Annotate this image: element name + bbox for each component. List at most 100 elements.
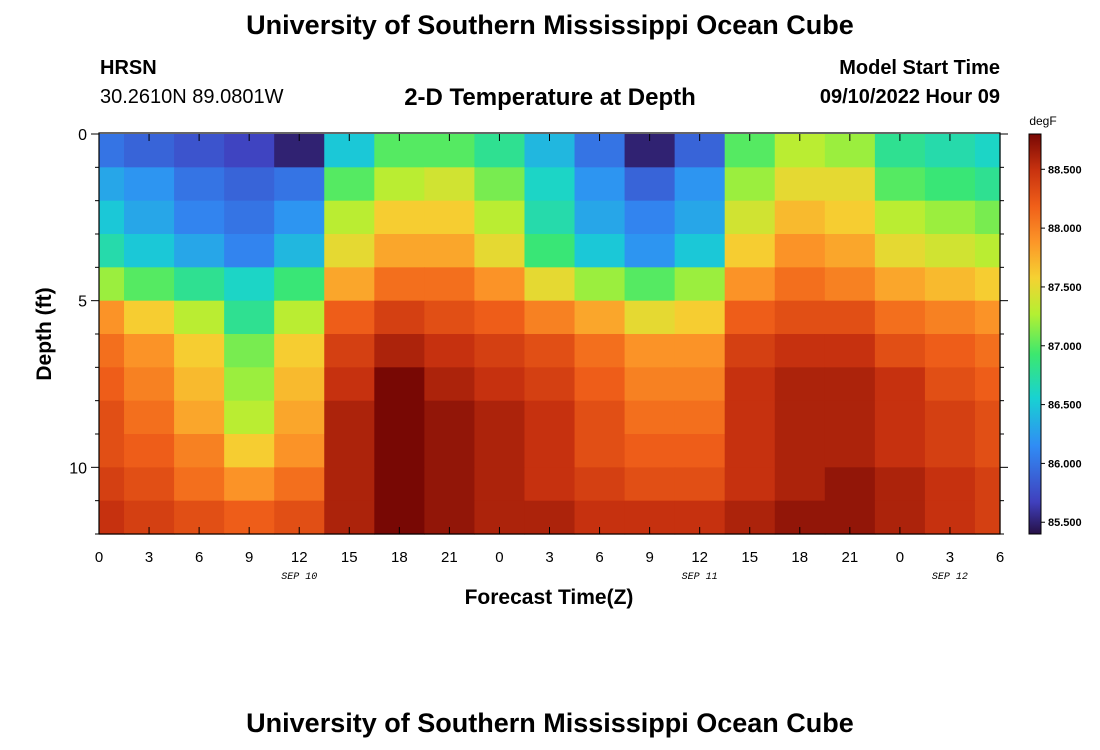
heatmap-cell — [674, 434, 726, 468]
heatmap-cell — [824, 434, 876, 468]
heatmap-cell — [424, 234, 476, 268]
x-tick-label: 3 — [145, 549, 153, 566]
x-tick-label: 6 — [996, 549, 1004, 566]
heatmap-cell — [574, 367, 626, 402]
heatmap-cell — [524, 267, 576, 302]
heatmap-cell — [99, 367, 125, 402]
colorbar-tick-label: 86.500 — [1048, 400, 1082, 412]
heatmap-cell — [124, 434, 175, 468]
station-coordinates: 30.2610N 89.0801W — [100, 86, 284, 108]
heatmap-cell — [824, 200, 876, 235]
heatmap-cell — [424, 367, 476, 402]
heatmap-cell — [324, 400, 375, 435]
heatmap-cell — [424, 300, 476, 335]
x-axis-label: Forecast Time(Z) — [465, 586, 634, 609]
heatmap-cell — [524, 367, 576, 402]
heatmap-cell — [674, 400, 726, 435]
heatmap-cell — [624, 334, 676, 368]
heatmap-cell — [874, 267, 926, 302]
heatmap-cell — [774, 400, 826, 435]
heatmap-cell — [374, 400, 425, 435]
heatmap-cell — [474, 334, 526, 368]
y-tick-label: 5 — [78, 294, 87, 311]
heatmap-cell — [724, 467, 776, 502]
heatmap-cell — [724, 300, 776, 335]
heatmap-cell — [174, 200, 225, 235]
heatmap-cell — [974, 134, 1001, 168]
heatmap-cell — [774, 267, 826, 302]
heatmap-cell — [224, 234, 275, 268]
heatmap-cell — [724, 367, 776, 402]
heatmap-cell — [824, 234, 876, 268]
heatmap-cell — [724, 334, 776, 368]
heatmap-cell — [524, 167, 576, 202]
heatmap-cell — [224, 367, 275, 402]
heatmap-cell — [524, 300, 576, 335]
heatmap-cell — [124, 200, 175, 235]
heatmap-cell — [124, 267, 175, 302]
heatmap-cell — [774, 467, 826, 502]
footer-title: University of Southern Mississippi Ocean… — [246, 708, 854, 738]
heatmap-cell — [124, 334, 175, 368]
heatmap-cell — [824, 400, 876, 435]
heatmap-cell — [524, 434, 576, 468]
date-label: SEP 11 — [682, 572, 718, 583]
heatmap-cell — [324, 267, 375, 302]
page-title: University of Southern Mississippi Ocean… — [246, 10, 854, 40]
heatmap-cell — [274, 167, 325, 202]
heatmap-cell — [99, 334, 125, 368]
heatmap-cell — [974, 334, 1001, 368]
heatmap-cell — [924, 334, 976, 368]
heatmap-cell — [774, 234, 826, 268]
heatmap-cell — [674, 334, 726, 368]
heatmap-cell — [974, 467, 1001, 502]
heatmap-cell — [574, 200, 626, 235]
colorbar-tick-label: 88.500 — [1048, 164, 1082, 176]
heatmap-cell — [224, 167, 275, 202]
heatmap-cell — [774, 200, 826, 235]
y-tick-label: 10 — [69, 460, 87, 477]
heatmap-cell — [624, 300, 676, 335]
heatmap-cell — [324, 167, 375, 202]
heatmap-cell — [674, 267, 726, 302]
heatmap-cell — [574, 334, 626, 368]
x-tick-label: 15 — [341, 549, 358, 566]
heatmap-cell — [474, 400, 526, 435]
heatmap-cell — [724, 400, 776, 435]
heatmap-cell — [924, 434, 976, 468]
x-tick-label: 21 — [441, 549, 458, 566]
heatmap-cell — [124, 167, 175, 202]
heatmap-cell — [674, 234, 726, 268]
heatmap-cell — [474, 234, 526, 268]
heatmap-cell — [624, 200, 676, 235]
heatmap-cell — [224, 300, 275, 335]
heatmap-cell — [724, 200, 776, 235]
heatmap-cell — [99, 234, 125, 268]
heatmap-cell — [374, 200, 425, 235]
heatmap-cell — [524, 200, 576, 235]
x-tick-label: 12 — [691, 549, 708, 566]
heatmap-cell — [274, 434, 325, 468]
x-tick-label: 3 — [545, 549, 553, 566]
heatmap-cell — [874, 234, 926, 268]
heatmap-cell — [924, 167, 976, 202]
heatmap-cell — [274, 200, 325, 235]
heatmap-cell — [474, 367, 526, 402]
heatmap-cell — [474, 267, 526, 302]
heatmap-cell — [624, 267, 676, 302]
heatmap-cell — [874, 434, 926, 468]
heatmap-cell — [99, 267, 125, 302]
x-tick-label: 21 — [841, 549, 858, 566]
heatmap-cell — [174, 234, 225, 268]
heatmap-cell — [224, 400, 275, 435]
heatmap-cell — [324, 334, 375, 368]
heatmap-cell — [124, 367, 175, 402]
y-tick-label: 0 — [78, 127, 87, 144]
heatmap-cell — [174, 367, 225, 402]
heatmap-cell — [99, 134, 125, 168]
heatmap-cell — [224, 467, 275, 502]
heatmap-cell — [474, 200, 526, 235]
heatmap-cell — [374, 467, 425, 502]
heatmap-cell — [374, 234, 425, 268]
x-axis: 0 3 6 9 12 15 18 21 0 3 6 9 12 15 18 21 0 3 6 SEP 10 SEP 11 S… — [95, 134, 1004, 583]
